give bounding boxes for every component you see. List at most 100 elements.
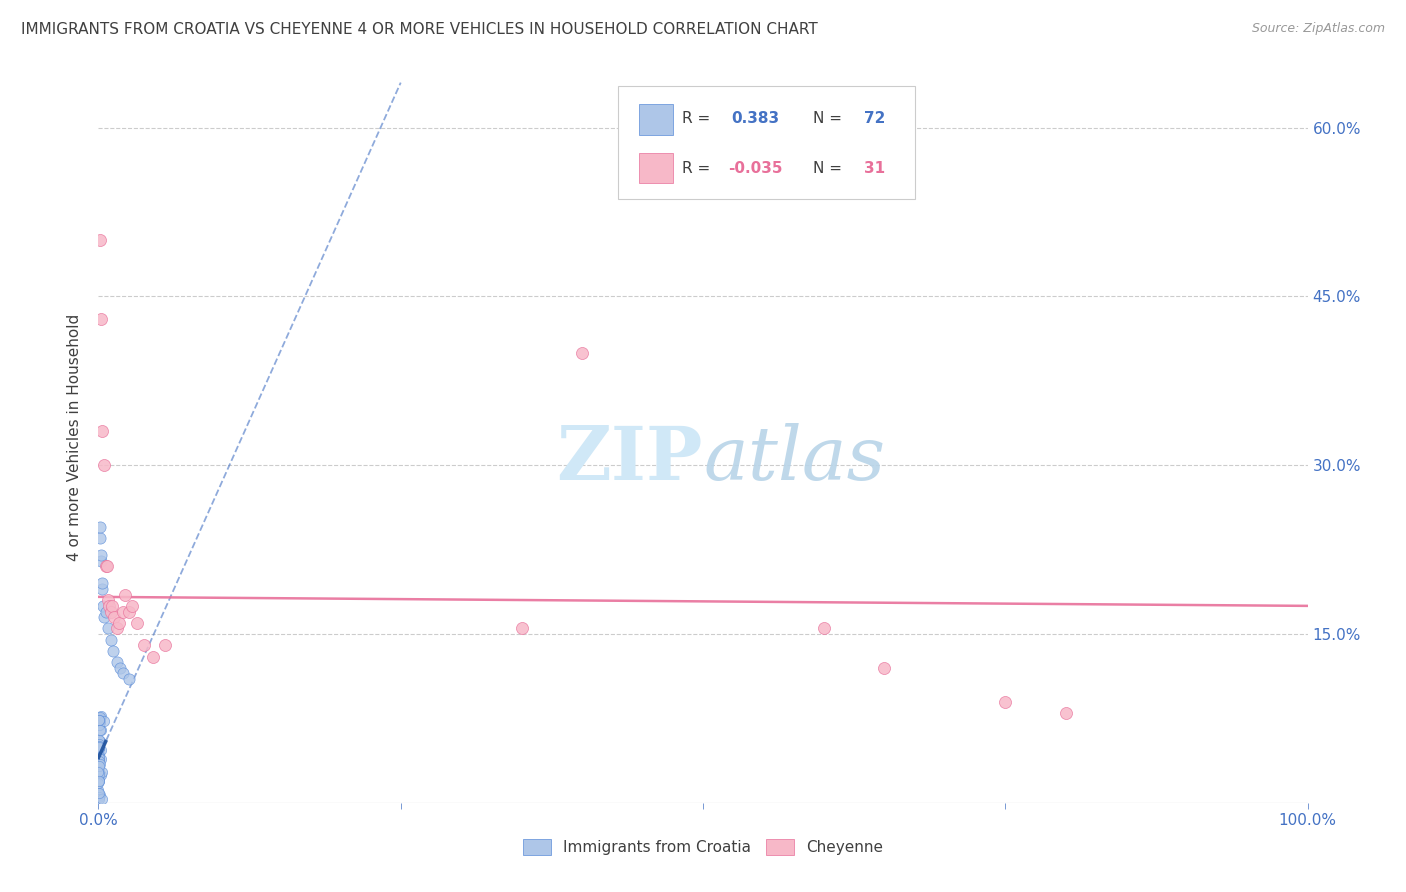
Point <box>100 599 122 613</box>
Point <box>510 621 533 635</box>
Point <box>142 649 165 664</box>
Point <box>101 644 124 658</box>
Text: ZIP: ZIP <box>557 423 703 496</box>
Point <box>87 786 110 800</box>
Point <box>89 737 111 751</box>
Point <box>121 599 143 613</box>
Point <box>91 582 114 596</box>
Point <box>111 605 134 619</box>
Point <box>89 714 111 729</box>
Point <box>87 773 110 788</box>
Point <box>87 775 110 789</box>
Point <box>87 740 110 755</box>
Point <box>100 605 122 619</box>
Point <box>87 759 110 773</box>
Bar <box>638 104 673 135</box>
Point <box>127 615 149 630</box>
Point <box>89 748 111 763</box>
Point <box>87 754 110 768</box>
Legend: Immigrants from Croatia, Cheyenne: Immigrants from Croatia, Cheyenne <box>517 833 889 861</box>
Point <box>94 605 117 619</box>
Point <box>90 554 112 568</box>
Point <box>87 737 110 751</box>
Text: 31: 31 <box>863 161 884 176</box>
Point <box>89 734 111 748</box>
Point <box>89 756 111 771</box>
Point <box>114 588 136 602</box>
Text: R =: R = <box>682 161 716 176</box>
Point <box>108 615 131 630</box>
Point <box>87 749 110 764</box>
Text: atlas: atlas <box>703 423 886 495</box>
Point <box>89 757 111 772</box>
Point <box>108 661 131 675</box>
Text: -0.035: -0.035 <box>728 161 783 176</box>
Point <box>89 711 111 725</box>
Point <box>87 737 110 751</box>
Point <box>87 739 110 753</box>
Point <box>94 559 117 574</box>
Point <box>118 605 141 619</box>
Point <box>93 714 115 729</box>
Point <box>91 599 114 613</box>
Point <box>87 747 110 761</box>
Point <box>90 548 112 562</box>
Point <box>100 632 122 647</box>
Point <box>87 718 110 732</box>
Point <box>873 661 896 675</box>
Point <box>89 723 111 737</box>
Text: 0.383: 0.383 <box>731 112 779 127</box>
Point <box>105 621 128 635</box>
Point <box>87 765 110 780</box>
Y-axis label: 4 or more Vehicles in Household: 4 or more Vehicles in Household <box>67 313 83 561</box>
Point <box>90 792 112 806</box>
Point <box>90 723 112 737</box>
Point <box>87 740 110 755</box>
Point <box>87 751 110 765</box>
Point <box>87 792 110 806</box>
Point <box>87 740 110 755</box>
Point <box>87 786 110 800</box>
Point <box>87 789 110 804</box>
Point <box>89 710 111 724</box>
Point <box>89 767 111 781</box>
Point <box>87 732 110 747</box>
Text: N =: N = <box>813 161 846 176</box>
Point <box>90 312 112 326</box>
Text: R =: R = <box>682 112 716 127</box>
Point <box>89 520 111 534</box>
Text: 72: 72 <box>863 112 886 127</box>
Point <box>111 666 134 681</box>
Point <box>87 717 110 731</box>
Point <box>89 754 111 768</box>
Point <box>87 782 110 797</box>
Point <box>98 599 121 613</box>
Point <box>90 743 112 757</box>
FancyBboxPatch shape <box>619 86 915 200</box>
Point <box>571 345 593 359</box>
Text: Source: ZipAtlas.com: Source: ZipAtlas.com <box>1251 22 1385 36</box>
Point <box>89 715 111 730</box>
Point <box>994 694 1017 708</box>
Point <box>96 559 118 574</box>
Point <box>87 739 110 754</box>
Point <box>97 621 120 635</box>
Point <box>91 425 114 439</box>
Point <box>93 458 115 473</box>
Point <box>91 576 114 591</box>
Point <box>87 713 110 727</box>
Point <box>89 712 111 726</box>
Point <box>89 710 111 724</box>
Point <box>118 672 141 686</box>
Point <box>87 764 110 779</box>
Point <box>87 774 110 789</box>
Point <box>87 739 110 754</box>
Point <box>89 532 111 546</box>
Point <box>90 709 112 723</box>
Point <box>87 735 110 749</box>
Point <box>93 610 115 624</box>
Point <box>97 593 120 607</box>
Text: N =: N = <box>813 112 846 127</box>
Bar <box>638 153 673 183</box>
Point <box>87 789 110 803</box>
